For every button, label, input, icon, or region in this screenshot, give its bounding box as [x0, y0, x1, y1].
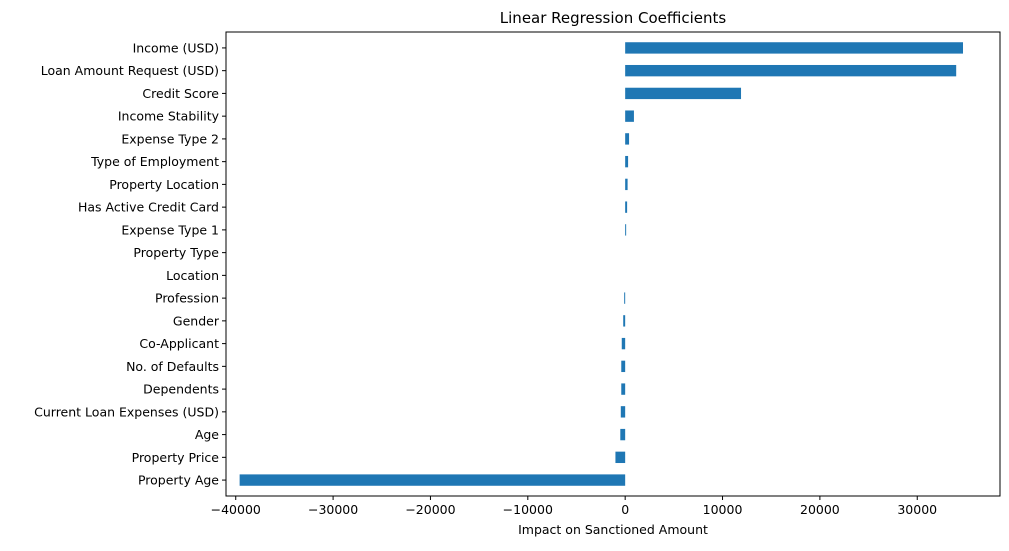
bar [239, 474, 626, 486]
x-tick-label: −20000 [405, 502, 455, 517]
y-tick-label: Age [195, 427, 219, 442]
bar [625, 224, 627, 236]
bar [625, 178, 628, 191]
bar [621, 337, 626, 350]
bar [625, 87, 742, 100]
x-tick-label: −10000 [503, 502, 553, 517]
bar [621, 383, 626, 395]
chart-title: Linear Regression Coefficients [500, 9, 727, 27]
y-tick-label: Property Type [133, 245, 219, 260]
y-tick-label: Income Stability [118, 109, 220, 124]
y-tick-label: Co-Applicant [139, 336, 219, 351]
bar [625, 155, 629, 168]
y-tick-label: No. of Defaults [126, 359, 219, 374]
bar [625, 133, 630, 145]
x-tick-label: −30000 [308, 502, 358, 517]
bar [624, 292, 626, 304]
x-tick-label: 30000 [897, 502, 937, 517]
y-tick-label: Income (USD) [133, 40, 219, 55]
bar [620, 428, 626, 441]
y-tick-label: Has Active Credit Card [78, 200, 219, 215]
bar [621, 360, 626, 373]
x-axis-label: Impact on Sanctioned Amount [518, 522, 708, 537]
x-tick-label: −40000 [211, 502, 261, 517]
y-tick-label: Dependents [143, 382, 219, 397]
bar [623, 315, 626, 327]
x-axis-ticks: −40000 −30000 −20000 −10000 0 10000 20000 30000 [211, 496, 937, 517]
y-tick-label: Loan Amount Request (USD) [41, 63, 219, 78]
y-tick-label: Expense Type 1 [121, 222, 219, 237]
bar [625, 64, 957, 77]
y-tick-label: Gender [173, 313, 220, 328]
y-tick-label: Credit Score [142, 86, 219, 101]
y-tick-label: Property Location [109, 177, 219, 192]
y-tick-label: Current Loan Expenses (USD) [34, 404, 219, 419]
bars-layer [239, 42, 964, 486]
y-tick-label: Type of Employment [90, 154, 219, 169]
y-tick-label: Property Age [138, 473, 219, 488]
plot-frame [225, 31, 1001, 497]
x-tick-label: 10000 [703, 502, 743, 517]
bar [625, 42, 964, 54]
y-tick-label: Expense Type 2 [121, 131, 219, 146]
y-tick-label: Profession [155, 291, 219, 306]
y-tick-label: Property Price [132, 450, 220, 465]
bar [615, 451, 626, 464]
y-tick-label: Location [166, 268, 219, 283]
x-tick-label: 0 [621, 502, 629, 517]
bar [620, 406, 626, 418]
y-axis-ticks: Income (USD) Loan Amount Request (USD) Cre… [34, 40, 226, 488]
bar [625, 110, 634, 122]
bar [625, 201, 628, 213]
x-tick-label: 20000 [800, 502, 840, 517]
